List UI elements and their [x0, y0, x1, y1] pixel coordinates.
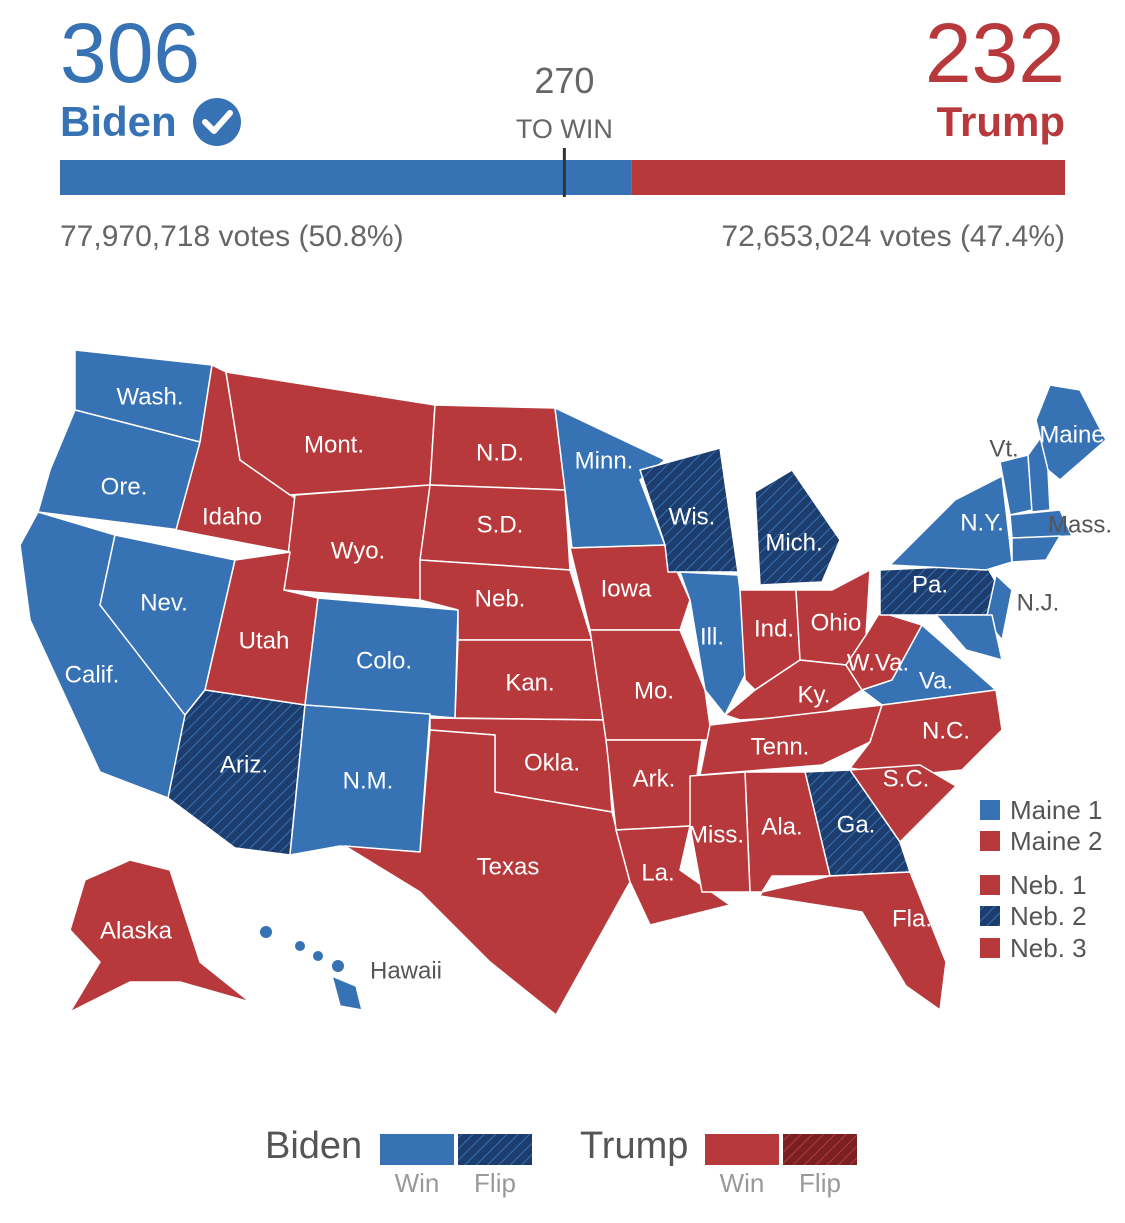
state-label: Ala.	[761, 813, 802, 840]
legend-win	[705, 1134, 779, 1165]
legend-flip-label: Flip	[474, 1168, 516, 1198]
state-label: Colo.	[356, 647, 412, 674]
biden-bar	[60, 160, 632, 195]
state-label: Alaska	[100, 917, 173, 944]
state-label: Minn.	[575, 447, 634, 474]
state-label: Ill.	[700, 623, 724, 650]
state-label: Miss.	[688, 821, 744, 848]
state	[639, 447, 739, 573]
state-label: W.Va.	[847, 649, 909, 676]
state	[759, 871, 947, 1011]
state-label: Ga.	[837, 811, 876, 838]
trump-name: Trump	[937, 98, 1065, 145]
state	[569, 544, 691, 631]
state-label: N.J.	[1017, 589, 1060, 616]
district-label: Maine 1	[1010, 795, 1103, 825]
state-label: Wash.	[116, 383, 183, 410]
state	[331, 975, 363, 1011]
state	[689, 771, 751, 893]
state	[861, 624, 997, 706]
state	[1011, 535, 1061, 563]
district-swatch	[980, 831, 1000, 851]
trump-popular-vote: 72,653,024 votes (47.4%)	[721, 220, 1065, 253]
district-swatch	[980, 906, 1000, 926]
district-label: Maine 2	[1010, 826, 1103, 856]
state-label: La.	[641, 859, 674, 886]
district-label: Neb. 2	[1010, 901, 1087, 931]
state-label: S.D.	[477, 511, 524, 538]
state-label: Pa.	[912, 571, 948, 598]
state-label: Ky.	[798, 681, 831, 708]
biden-popular-vote: 77,970,718 votes (50.8%)	[60, 220, 404, 253]
state	[889, 475, 1013, 571]
state	[699, 704, 883, 776]
legend-win	[380, 1134, 454, 1165]
state-label: N.C.	[922, 717, 970, 744]
legend-candidate: Trump	[580, 1125, 688, 1167]
state-label: N.D.	[476, 439, 524, 466]
state-label: N.Y.	[960, 509, 1004, 536]
legend-win-label: Win	[395, 1168, 440, 1198]
state	[935, 614, 1003, 661]
state-label: Nev.	[140, 589, 188, 616]
state-label: Maine	[1039, 421, 1104, 448]
state-label: Calif.	[65, 661, 120, 688]
state	[37, 409, 201, 531]
winner-check	[193, 98, 241, 146]
state-label: Ark.	[633, 765, 676, 792]
hawaii-island	[332, 960, 344, 972]
legend-flip	[783, 1134, 857, 1165]
state-label: Ariz.	[220, 751, 268, 778]
state	[1035, 384, 1107, 481]
state-label: Ohio	[811, 609, 862, 636]
biden-electoral-votes: 306	[60, 6, 200, 100]
state-label: Idaho	[202, 503, 262, 530]
district-swatch	[980, 800, 1000, 820]
state-label: S.C.	[883, 765, 930, 792]
hawaii-island	[295, 941, 305, 951]
district-label: Neb. 1	[1010, 870, 1087, 900]
state-label: Tenn.	[751, 733, 810, 760]
district-swatch	[980, 938, 1000, 958]
district-swatch	[980, 875, 1000, 895]
district-label: Neb. 3	[1010, 933, 1087, 963]
state-label: Vt.	[989, 435, 1018, 462]
legend-flip	[458, 1134, 532, 1165]
state-label: Mont.	[304, 431, 364, 458]
state	[754, 469, 841, 586]
state-label: N.M.	[343, 767, 394, 794]
trump-electoral-votes: 232	[925, 6, 1065, 100]
state-label: Mich.	[765, 529, 822, 556]
state-label: Texas	[477, 853, 540, 880]
state-label: Wis.	[669, 503, 716, 530]
legend-flip-label: Flip	[799, 1168, 841, 1198]
threshold-label: TO WIN	[516, 114, 613, 144]
state-label: Fla.	[892, 905, 932, 932]
state	[69, 859, 251, 1013]
state-label: Mo.	[634, 677, 674, 704]
state-label: Wyo.	[331, 537, 385, 564]
us-map: Wash. Ore. Calif. Nev. Idaho Mont. Wyo. Utah Col…	[19, 349, 1112, 1016]
state-label: Mass.	[1048, 511, 1112, 538]
trump-bar	[631, 160, 1065, 195]
state-label: Hawaii	[370, 957, 442, 984]
threshold-value: 270	[534, 60, 594, 101]
state-label: Utah	[239, 627, 290, 654]
state-label: Ind.	[754, 615, 794, 642]
state-label: Iowa	[601, 575, 652, 602]
legend-win-label: Win	[720, 1168, 765, 1198]
state-label: Okla.	[524, 749, 580, 776]
legend-candidate: Biden	[265, 1125, 362, 1167]
state	[589, 629, 713, 741]
state-label: Va.	[919, 667, 953, 694]
state	[1009, 509, 1073, 539]
hawaii-island	[313, 951, 323, 961]
state-label: Kan.	[505, 669, 554, 696]
biden-name: Biden	[60, 98, 177, 145]
state	[344, 729, 631, 1016]
hawaii-island	[260, 926, 272, 938]
state-label: Ore.	[101, 473, 148, 500]
state-label: Neb.	[475, 585, 526, 612]
